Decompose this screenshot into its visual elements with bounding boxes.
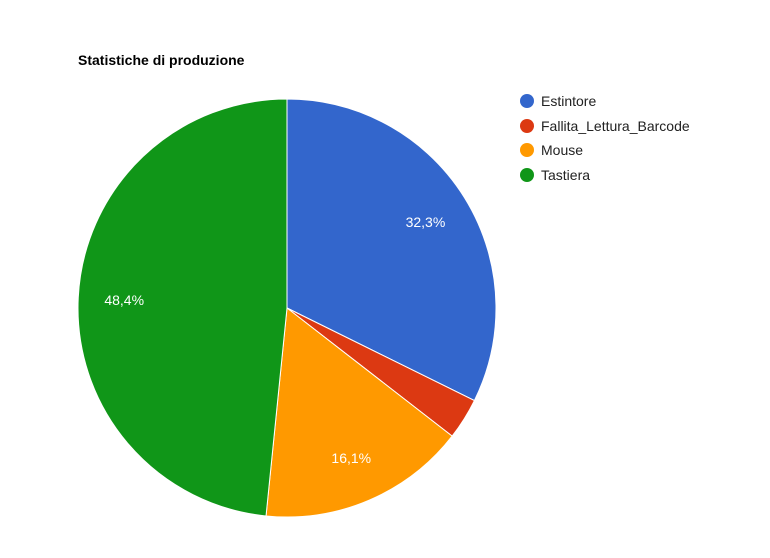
pie-slice-estintore[interactable]	[286, 98, 497, 402]
chart-title: Statistiche di produzione	[78, 52, 245, 68]
pie-slice-tastiera[interactable]	[77, 98, 288, 517]
legend-swatch	[520, 118, 534, 133]
pie-slice-mouse[interactable]	[265, 307, 453, 518]
legend-item-estintore[interactable]: Estintore	[520, 89, 690, 114]
legend-swatch	[520, 94, 534, 109]
legend-swatch	[520, 143, 534, 158]
legend-item-tastiera[interactable]: Tastiera	[520, 163, 690, 188]
legend-swatch	[520, 167, 534, 182]
slice-label-tastiera: 48,4%	[104, 292, 144, 308]
legend: Estintore Fallita_Lettura_Barcode Mouse Tas…	[520, 89, 690, 187]
legend-label: Fallita_Lettura_Barcode	[541, 117, 690, 134]
slice-label-estintore: 32,3%	[406, 214, 446, 230]
legend-label: Estintore	[541, 93, 597, 110]
legend-item-fallita_lettura_barcode[interactable]: Fallita_Lettura_Barcode	[520, 114, 690, 139]
legend-label: Mouse	[541, 142, 584, 159]
legend-item-mouse[interactable]: Mouse	[520, 138, 690, 163]
legend-label: Tastiera	[541, 166, 591, 183]
slice-label-mouse: 16,1%	[331, 450, 371, 466]
